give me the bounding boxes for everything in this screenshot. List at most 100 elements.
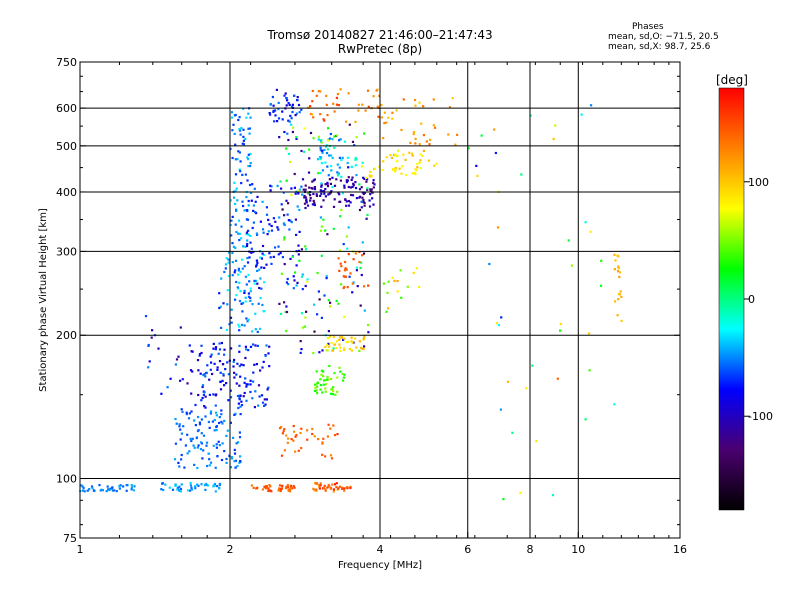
echo-point-o (282, 222, 286, 225)
echo-point-o (317, 172, 320, 175)
echo-point-x (311, 113, 314, 116)
echo-point-o (219, 305, 222, 308)
echo-point-o (272, 217, 275, 220)
echo-point-o (171, 488, 175, 491)
echo-point-x (306, 438, 309, 441)
echo-point-o (232, 360, 235, 363)
echo-point-x (315, 482, 318, 485)
echo-point-o (225, 382, 228, 385)
echo-point-x (341, 372, 344, 375)
echo-point-o (230, 321, 233, 324)
echo-point-o (260, 257, 263, 260)
echo-point-o (247, 127, 250, 130)
echo-point-x (409, 141, 412, 144)
echo-point-o (189, 481, 192, 485)
echo-point-o (234, 158, 237, 161)
echo-point-o (274, 220, 277, 223)
echo-point-x (395, 155, 398, 158)
echo-point-o (218, 416, 221, 419)
echo-point-o (237, 406, 240, 410)
echo-point-o (259, 296, 262, 300)
echo-point-o (266, 233, 269, 236)
echo-point-o (262, 253, 265, 257)
echo-point-x (295, 433, 298, 437)
echo-point-o (238, 325, 241, 328)
echo-point-o (111, 489, 114, 492)
echo-point-o (179, 428, 182, 431)
echo-point-x (316, 381, 319, 385)
echo-point-x (360, 346, 363, 349)
echo-point-x (338, 336, 342, 339)
echo-point-o (252, 250, 255, 254)
echo-point-x (369, 170, 372, 173)
echo-point-o (318, 351, 321, 354)
echo-point-o (245, 231, 249, 234)
echo-point-o (226, 429, 229, 432)
echo-point-x (322, 437, 325, 440)
echo-point-o (238, 350, 241, 353)
echo-point-o (245, 283, 248, 286)
echo-point-x (349, 272, 352, 275)
echo-point-x (323, 379, 326, 382)
echo-point-o (300, 248, 303, 251)
echo-point-o (330, 165, 333, 168)
echo-point-x (391, 111, 394, 114)
echo-point-o (352, 184, 355, 187)
echo-point-x (325, 103, 328, 106)
echo-point-o (347, 185, 350, 189)
echo-point-o (233, 132, 236, 135)
echo-point-o (249, 234, 252, 237)
echo-point-o (235, 382, 238, 385)
echo-point-x (345, 341, 348, 344)
echo-point-o (320, 139, 323, 142)
echo-point-o (281, 256, 284, 259)
echo-point-x (406, 285, 409, 288)
echo-point-o (231, 274, 234, 277)
echo-point-o (330, 169, 333, 172)
echo-point-x (326, 486, 329, 489)
echo-point-o (130, 488, 133, 491)
echo-point-o (283, 214, 286, 217)
echo-point-x (315, 94, 318, 97)
echo-point-o (351, 185, 354, 188)
echo-point-o (372, 186, 375, 189)
echo-point-o (219, 388, 223, 391)
echo-point-x (317, 90, 320, 93)
echo-point-o (267, 230, 270, 233)
echo-point-o (200, 432, 203, 435)
echo-point-x (323, 119, 326, 122)
echo-point-o (262, 310, 265, 313)
echo-point-o (329, 182, 332, 185)
echo-point-o (254, 344, 257, 347)
echo-point-o (180, 453, 183, 457)
echo-point-o (270, 224, 273, 228)
echo-point-x (324, 455, 327, 458)
echo-point-o (315, 194, 319, 197)
echo-point-x (584, 221, 587, 224)
echo-point-x (322, 370, 325, 373)
echo-point-x (618, 271, 622, 274)
echo-point-o (362, 198, 365, 202)
echo-point-x (318, 485, 321, 488)
echo-point-o (287, 119, 290, 122)
echo-point-o (119, 484, 122, 487)
echo-point-o (291, 130, 294, 134)
echo-point-o (303, 127, 306, 130)
echo-point-x (335, 96, 338, 99)
echo-point-o (252, 209, 255, 212)
echo-point-o (234, 459, 237, 462)
echo-point-o (238, 461, 241, 464)
echo-point-x (332, 386, 335, 389)
echo-point-o (207, 420, 210, 424)
echo-point-o (347, 204, 351, 207)
echo-point-o (313, 188, 317, 191)
echo-point-o (233, 460, 236, 463)
echo-point-o (295, 137, 298, 140)
echo-point-x (311, 89, 314, 93)
echo-point-x (552, 137, 555, 141)
echo-point-x (418, 161, 421, 164)
echo-point-o (283, 301, 286, 304)
echo-point-o (243, 291, 246, 294)
echo-point-x (416, 162, 419, 165)
grid-lines (80, 62, 680, 538)
